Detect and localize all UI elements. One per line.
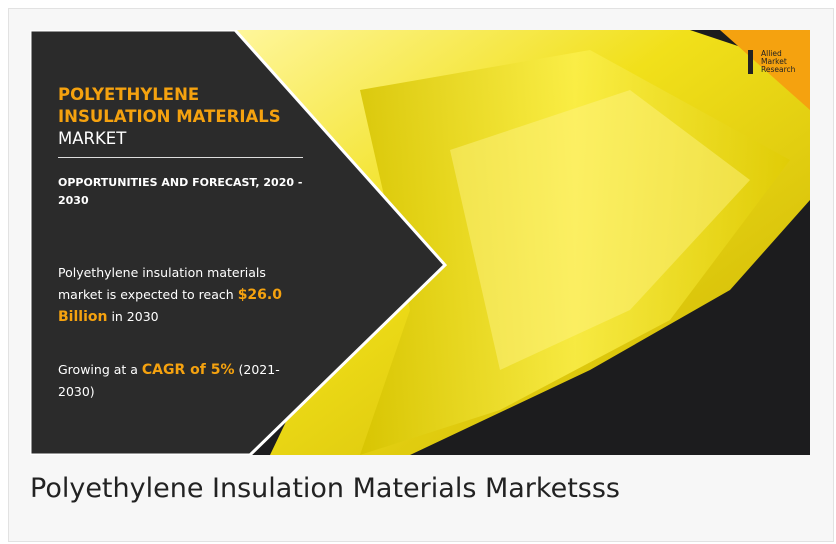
divider [58, 157, 303, 158]
stat-text: (2021-2030) [58, 362, 280, 399]
stat: Growing at a CAGR of 5% (2021-2030) [58, 359, 303, 403]
caption: Polyethylene Insulation Materials Market… [30, 473, 620, 504]
title: POLYETHYLENE INSULATION MATERIALS MARKET [58, 84, 308, 150]
stat-text: in 2030 [111, 309, 159, 324]
logo-line: Allied [761, 49, 782, 58]
subtitle: OPPORTUNITIES AND FORECAST, 2020 - 2030 [58, 176, 303, 207]
stat-text: Polyethylene insulation materials market… [58, 265, 266, 302]
infographic-image [30, 30, 810, 455]
logo-line: Market [761, 57, 787, 66]
stat: Polyethylene insulation materials market… [58, 262, 283, 328]
stat-highlight: $26.0 Billion [58, 287, 282, 325]
logo: Allied Market Research [748, 50, 795, 74]
stat-text: Growing at a [58, 362, 138, 377]
logo-line: Research [761, 65, 796, 74]
stat-highlight: CAGR of 5% [141, 362, 235, 378]
title-bold: POLYETHYLENE INSULATION MATERIALS [58, 85, 281, 126]
title-rest: MARKET [58, 129, 127, 148]
